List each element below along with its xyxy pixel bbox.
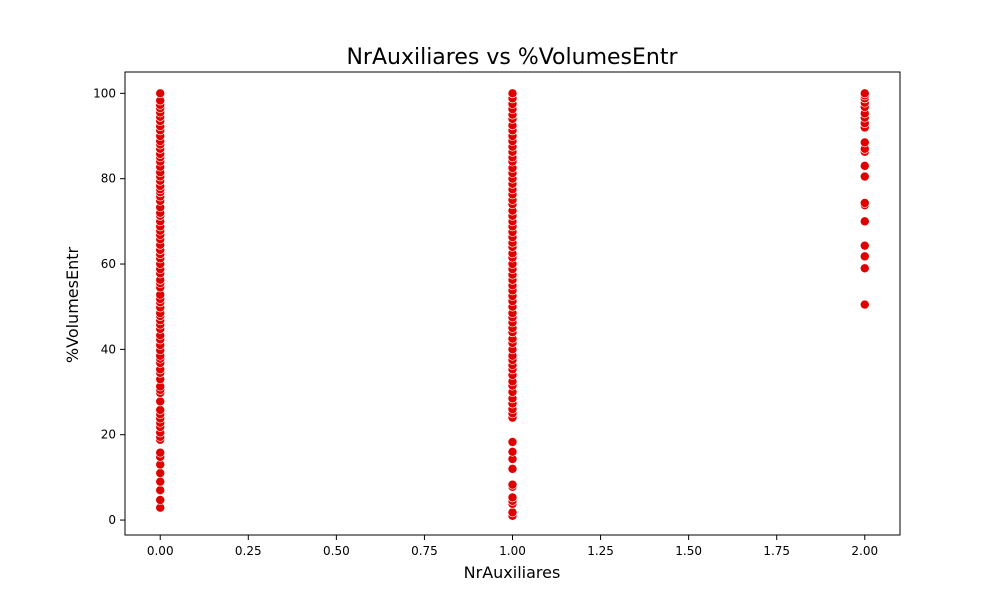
data-point [860, 252, 869, 261]
x-axis-ticks: 0.00 0.25 0.50 0.75 1.00 1.25 1.50 1.75 2.00 [147, 535, 878, 558]
y-axis-label: %VolumesEntr [63, 247, 82, 364]
x-tick-label: 2.00 [851, 544, 878, 558]
data-point [156, 448, 165, 457]
data-point [508, 480, 517, 489]
data-point [156, 397, 165, 406]
x-tick-label: 0.00 [147, 544, 174, 558]
y-tick-label: 0 [108, 513, 116, 527]
data-points [156, 89, 870, 520]
data-point [860, 89, 869, 98]
y-tick-label: 80 [101, 172, 116, 186]
y-axis-ticks: 0 20 40 60 80 100 [93, 86, 125, 527]
data-point [860, 300, 869, 309]
y-tick-label: 60 [101, 257, 116, 271]
data-point [860, 241, 869, 250]
x-tick-label: 0.25 [235, 544, 262, 558]
data-point [508, 493, 517, 502]
data-point [156, 469, 165, 478]
x-tick-label: 1.25 [587, 544, 614, 558]
data-point [156, 477, 165, 486]
y-tick-label: 100 [93, 86, 116, 100]
data-point [156, 405, 165, 414]
data-point [860, 217, 869, 226]
data-point [508, 447, 517, 456]
data-point [860, 161, 869, 170]
data-point [156, 496, 165, 505]
data-point [156, 89, 165, 98]
data-point [508, 89, 517, 98]
data-point [860, 138, 869, 147]
data-point [508, 508, 517, 517]
data-point [156, 486, 165, 495]
data-point [860, 172, 869, 181]
x-tick-label: 0.75 [411, 544, 438, 558]
y-tick-label: 40 [101, 342, 116, 356]
y-tick-label: 20 [101, 428, 116, 442]
data-point [860, 264, 869, 273]
chart-title: NrAuxiliares vs %VolumesEntr [346, 45, 678, 70]
x-axis-label: NrAuxiliares [464, 563, 561, 582]
x-tick-label: 1.75 [763, 544, 790, 558]
data-point [860, 199, 869, 208]
x-tick-label: 1.50 [675, 544, 702, 558]
x-tick-label: 1.00 [499, 544, 526, 558]
data-point [508, 437, 517, 446]
x-tick-label: 0.50 [323, 544, 350, 558]
data-point [508, 464, 517, 473]
